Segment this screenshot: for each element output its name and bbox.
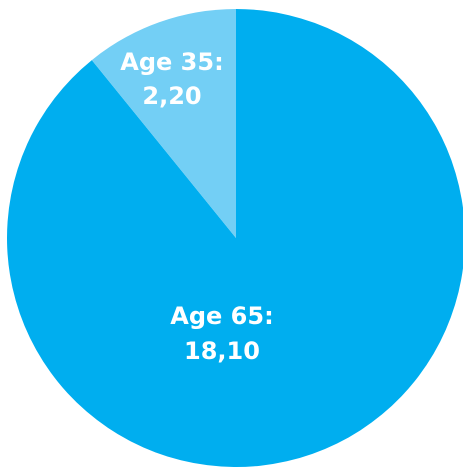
slice-value-age-65: 18,10 xyxy=(184,337,260,365)
pie-slice-age-65 xyxy=(7,9,463,467)
slice-label-age-35: Age 35: xyxy=(120,48,223,76)
slice-label-age-35-name: Age 35 xyxy=(120,48,214,76)
slice-label-age-65-name: Age 65 xyxy=(170,302,264,330)
pie-labels: Age 35: 2,20 Age 65: 18,10 xyxy=(120,48,273,365)
slice-value-age-35: 2,20 xyxy=(142,82,201,110)
pie-slices xyxy=(7,9,463,467)
slice-label-age-65: Age 65: xyxy=(170,302,273,330)
pie-slice-age-35 xyxy=(91,9,236,238)
